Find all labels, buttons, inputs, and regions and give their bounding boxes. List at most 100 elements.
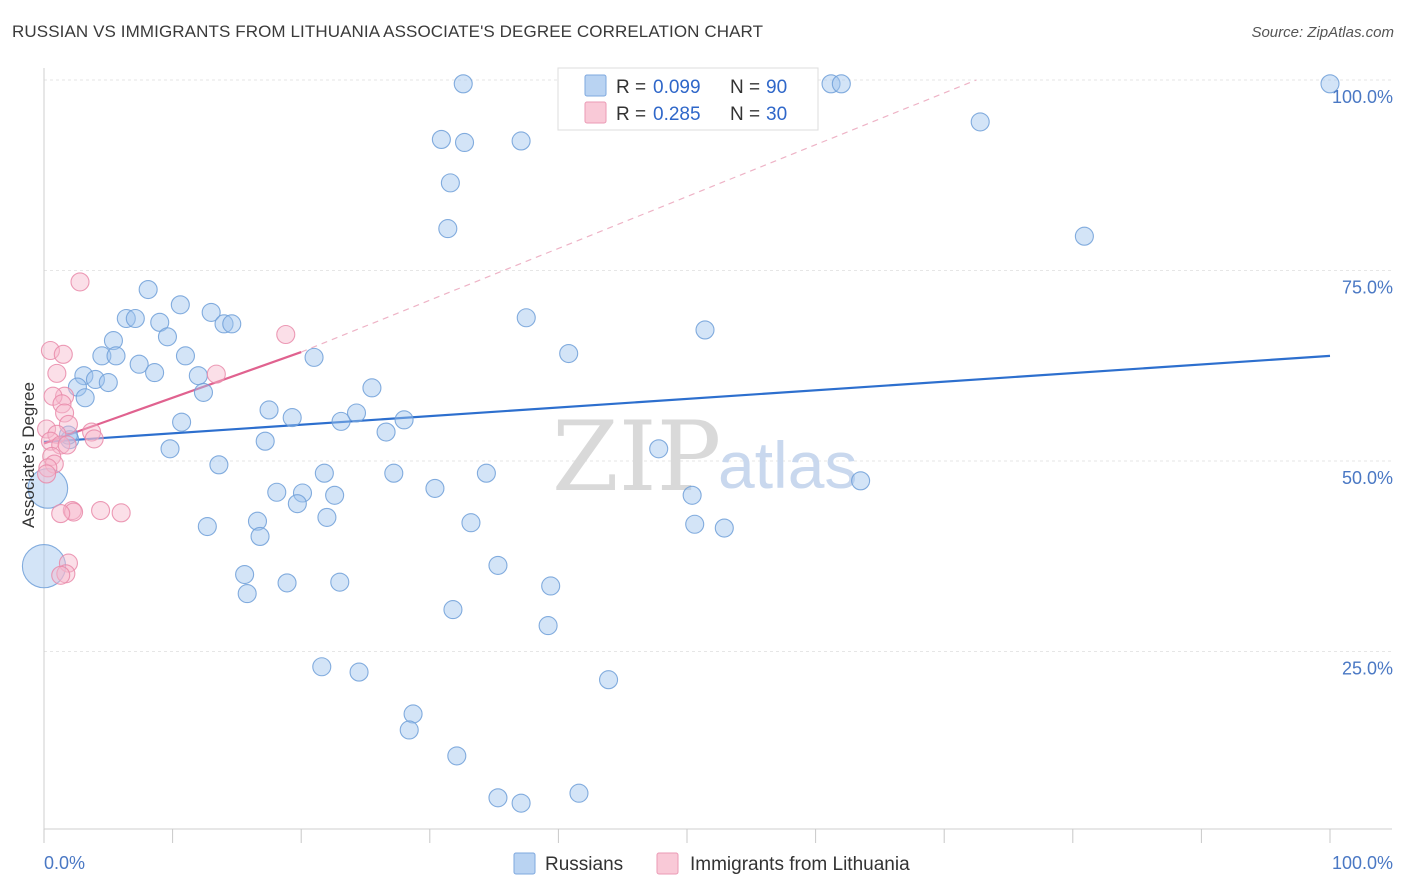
series-legend-swatch-lithuania bbox=[656, 852, 679, 875]
point-russians-66 bbox=[685, 514, 705, 534]
point-russians-58 bbox=[325, 485, 345, 505]
point-russians-5 bbox=[454, 132, 475, 153]
point-russians-40 bbox=[282, 408, 302, 428]
data-points bbox=[21, 74, 1340, 813]
point-russians-20 bbox=[695, 320, 715, 340]
legend-n-label-russians: N = bbox=[730, 77, 760, 98]
point-russians-57 bbox=[292, 483, 313, 503]
axes bbox=[43, 68, 1392, 830]
y-tick-label-100: 100.0% bbox=[1332, 87, 1393, 107]
point-lithuania-6 bbox=[55, 386, 75, 406]
point-russians-71 bbox=[277, 573, 297, 593]
point-russians-11 bbox=[138, 279, 158, 300]
point-russians-38 bbox=[259, 400, 279, 420]
point-lithuania-1 bbox=[276, 324, 296, 345]
point-russians-4 bbox=[431, 129, 451, 149]
point-lithuania-14 bbox=[84, 429, 104, 449]
point-russians-79 bbox=[349, 662, 369, 682]
point-russians-44 bbox=[376, 422, 396, 442]
point-lithuania-18 bbox=[42, 446, 62, 466]
point-russians-59 bbox=[682, 485, 702, 505]
point-russians-9 bbox=[438, 219, 458, 239]
point-russians-41 bbox=[172, 412, 192, 432]
legend-swatch-russians bbox=[584, 74, 607, 97]
chart-source: Source: ZipAtlas.com bbox=[1251, 24, 1394, 41]
point-russians-21 bbox=[103, 331, 123, 351]
point-lithuania-17 bbox=[57, 435, 77, 455]
y-tick-label-25: 25.0% bbox=[1342, 659, 1393, 679]
point-russians-0 bbox=[453, 74, 473, 94]
point-russians-51 bbox=[314, 463, 334, 483]
legend-r-value-lithuania: 0.285 bbox=[653, 104, 701, 125]
point-russians-63 bbox=[247, 511, 268, 531]
point-russians-22 bbox=[157, 327, 178, 347]
point-russians-14 bbox=[125, 308, 145, 329]
series-legend-label-russians: Russians bbox=[545, 854, 623, 875]
point-russians-81 bbox=[403, 704, 423, 724]
x-tick-label-max: 100.0% bbox=[1332, 853, 1393, 873]
point-russians-37 bbox=[362, 378, 382, 398]
point-russians-69 bbox=[488, 555, 508, 575]
legend-r-label-lithuania: R = bbox=[616, 104, 646, 125]
y-tick-label-50: 50.0% bbox=[1342, 468, 1393, 488]
point-russians-1 bbox=[821, 74, 841, 94]
point-russians-2 bbox=[831, 74, 851, 94]
watermark-atlas: atlas bbox=[718, 428, 857, 502]
point-russians-78 bbox=[312, 657, 332, 677]
point-lithuania-12 bbox=[37, 419, 57, 439]
point-russians-16 bbox=[201, 302, 221, 322]
point-russians-19 bbox=[516, 308, 536, 328]
point-russians-83 bbox=[447, 746, 467, 766]
x-tick-label-min: 0.0% bbox=[44, 853, 85, 873]
point-russians-10 bbox=[1074, 226, 1094, 246]
point-russians-70 bbox=[235, 564, 255, 585]
point-lithuania-23 bbox=[62, 500, 82, 521]
point-russians-68 bbox=[250, 526, 270, 546]
point-russians-55 bbox=[425, 478, 445, 498]
legend-r-value-russians: 0.099 bbox=[653, 77, 701, 98]
trend-line-lithuania bbox=[43, 350, 302, 445]
legend-n-value-lithuania: 30 bbox=[766, 104, 787, 125]
point-russians-86 bbox=[569, 783, 589, 803]
point-russians-29 bbox=[145, 363, 165, 383]
legend-box: R = 0.099 N = 90 R = 0.285 N = 30 bbox=[557, 67, 819, 131]
point-lithuania-21 bbox=[37, 464, 57, 484]
point-russians-73 bbox=[21, 544, 67, 589]
point-russians-36 bbox=[193, 382, 214, 402]
point-russians-64 bbox=[317, 507, 337, 527]
point-russians-25 bbox=[129, 354, 149, 374]
point-russians-8 bbox=[440, 173, 460, 193]
series-legend-swatch-russians bbox=[513, 852, 536, 875]
x-tick-labels: 0.0% 100.0% bbox=[44, 853, 1393, 873]
point-russians-39 bbox=[346, 403, 367, 423]
point-russians-50 bbox=[209, 455, 229, 475]
point-russians-82 bbox=[399, 720, 419, 740]
point-russians-31 bbox=[74, 366, 94, 386]
point-lithuania-0 bbox=[70, 272, 90, 292]
point-russians-12 bbox=[170, 295, 190, 315]
point-lithuania-29 bbox=[51, 565, 71, 585]
point-russians-30 bbox=[188, 366, 208, 386]
point-russians-52 bbox=[476, 463, 496, 483]
point-russians-54 bbox=[851, 471, 871, 491]
point-russians-76 bbox=[443, 600, 463, 620]
x-ticks bbox=[43, 829, 1331, 843]
point-lithuania-26 bbox=[111, 503, 131, 523]
trend-lines bbox=[43, 79, 1331, 445]
point-russians-6 bbox=[511, 131, 531, 151]
trend-line-russians bbox=[43, 354, 1331, 444]
point-russians-43 bbox=[394, 410, 414, 430]
y-tick-labels: 100.0% 75.0% 50.0% 25.0% bbox=[1332, 87, 1393, 679]
point-russians-72 bbox=[330, 572, 350, 592]
watermark: ZIP atlas bbox=[552, 401, 857, 513]
point-russians-42 bbox=[331, 411, 351, 431]
watermark-zip: ZIP bbox=[552, 401, 721, 513]
point-lithuania-25 bbox=[51, 504, 71, 524]
point-russians-85 bbox=[511, 793, 531, 813]
point-russians-53 bbox=[384, 463, 404, 483]
point-lithuania-22 bbox=[91, 500, 111, 521]
point-russians-60 bbox=[287, 494, 307, 514]
point-russians-33 bbox=[98, 372, 118, 393]
point-russians-48 bbox=[160, 439, 180, 459]
